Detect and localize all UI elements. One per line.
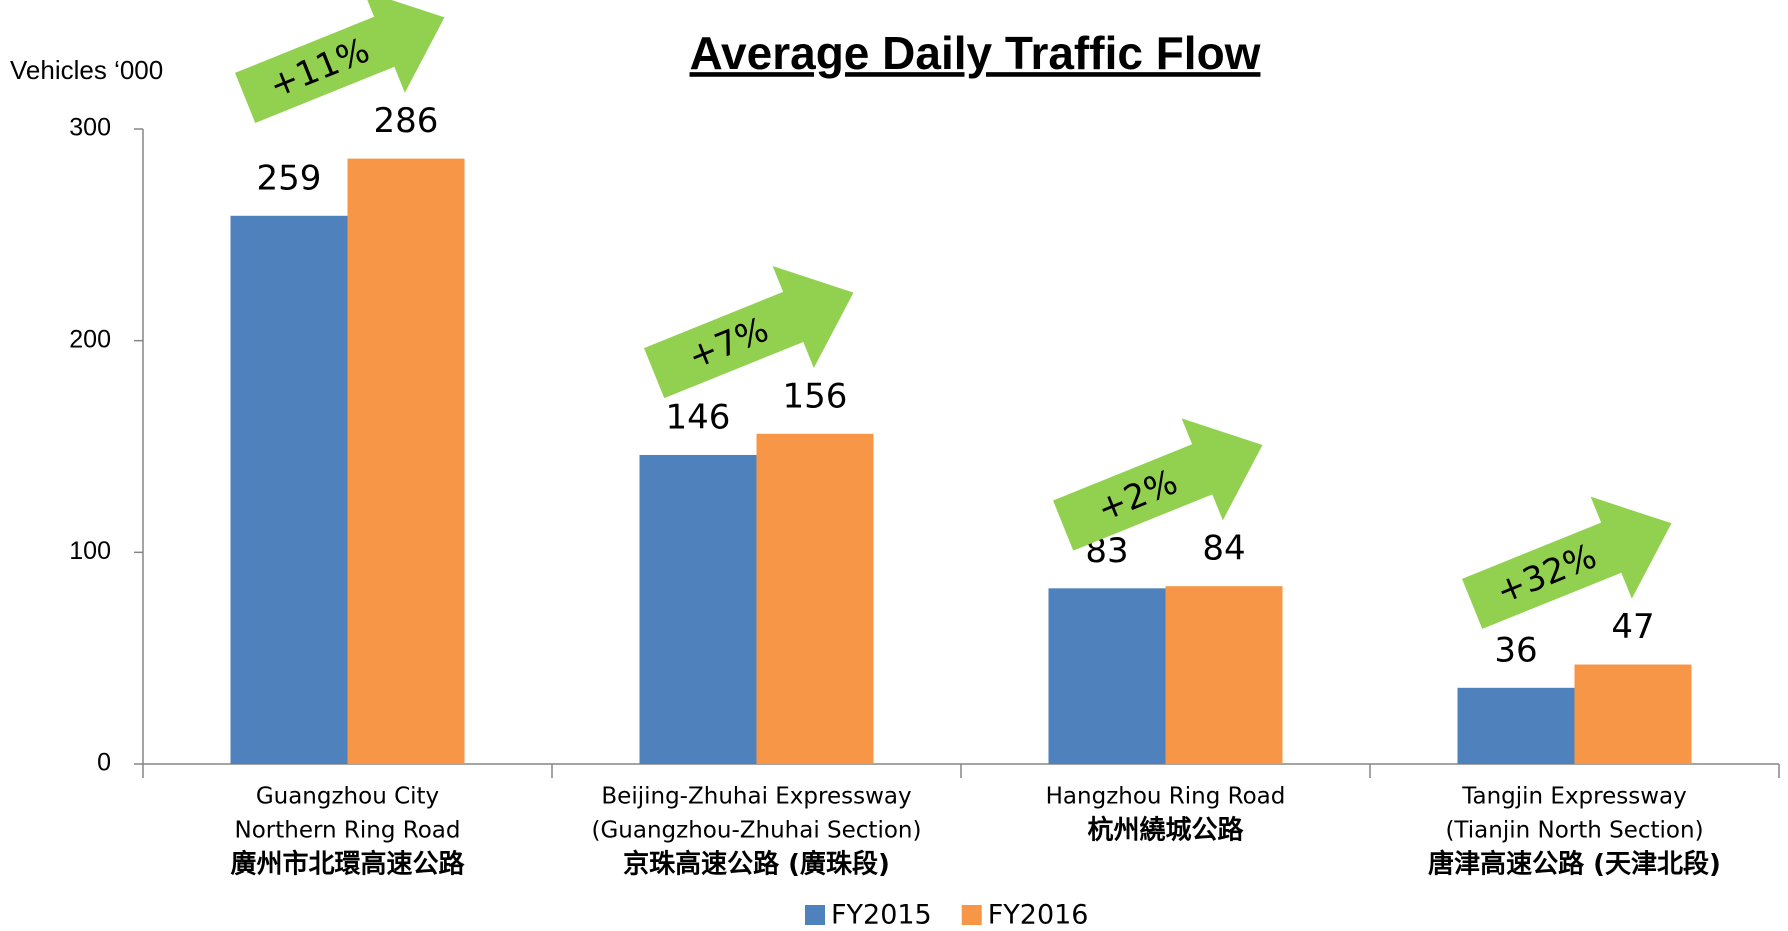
value-label: 47 (1611, 607, 1654, 647)
x-tick-label: 京珠高速公路 (廣珠段) (623, 849, 890, 880)
legend-label: FY2015 (831, 900, 932, 931)
bar (1165, 586, 1283, 764)
x-tick-label: Beijing-Zhuhai Expressway (601, 784, 911, 810)
arrow-shape (644, 265, 854, 399)
x-tick-label: (Tianjin North Section) (1445, 818, 1703, 844)
x-tick-label: Guangzhou City (256, 784, 439, 810)
bar (347, 158, 465, 765)
arrow-shape (1462, 496, 1672, 629)
y-tick-label: 300 (69, 114, 111, 142)
value-label: 36 (1494, 630, 1537, 670)
bar (1574, 664, 1692, 764)
arrow-shape (235, 0, 445, 124)
legend-swatch (961, 905, 982, 925)
x-tick-label: Northern Ring Road (235, 818, 461, 844)
value-label: 286 (374, 101, 439, 141)
value-label: 259 (257, 158, 322, 198)
bar (639, 454, 757, 764)
x-tick-label: 杭州繞城公路 (1087, 815, 1244, 846)
growth-arrow: +32% (1462, 496, 1672, 629)
bar (1048, 588, 1166, 764)
bar (1457, 687, 1575, 764)
x-tick-label: 唐津高速公路 (天津北段) (1428, 849, 1721, 880)
bar (756, 433, 874, 764)
y-tick-label: 200 (69, 325, 111, 353)
x-tick-label: Tangjin Expressway (1461, 784, 1687, 810)
value-label: 156 (783, 376, 848, 416)
arrow-shape (1053, 418, 1263, 551)
y-axis-label: Vehicles ‘000 (10, 55, 163, 85)
y-tick-label: 100 (69, 537, 111, 565)
legend-swatch (805, 905, 825, 925)
legend-label: FY2016 (988, 900, 1089, 931)
growth-arrow: +2% (1053, 418, 1263, 551)
value-label: 146 (666, 397, 731, 437)
x-tick-label: (Guangzhou-Zhuhai Section) (592, 818, 922, 844)
chart-title: Average Daily Traffic Flow (690, 27, 1261, 79)
bar (230, 215, 348, 765)
x-tick-label: Hangzhou Ring Road (1046, 784, 1286, 810)
value-label: 84 (1202, 529, 1245, 569)
x-tick-label: 廣州市北環高速公路 (230, 849, 465, 880)
y-tick-label: 0 (97, 749, 111, 777)
